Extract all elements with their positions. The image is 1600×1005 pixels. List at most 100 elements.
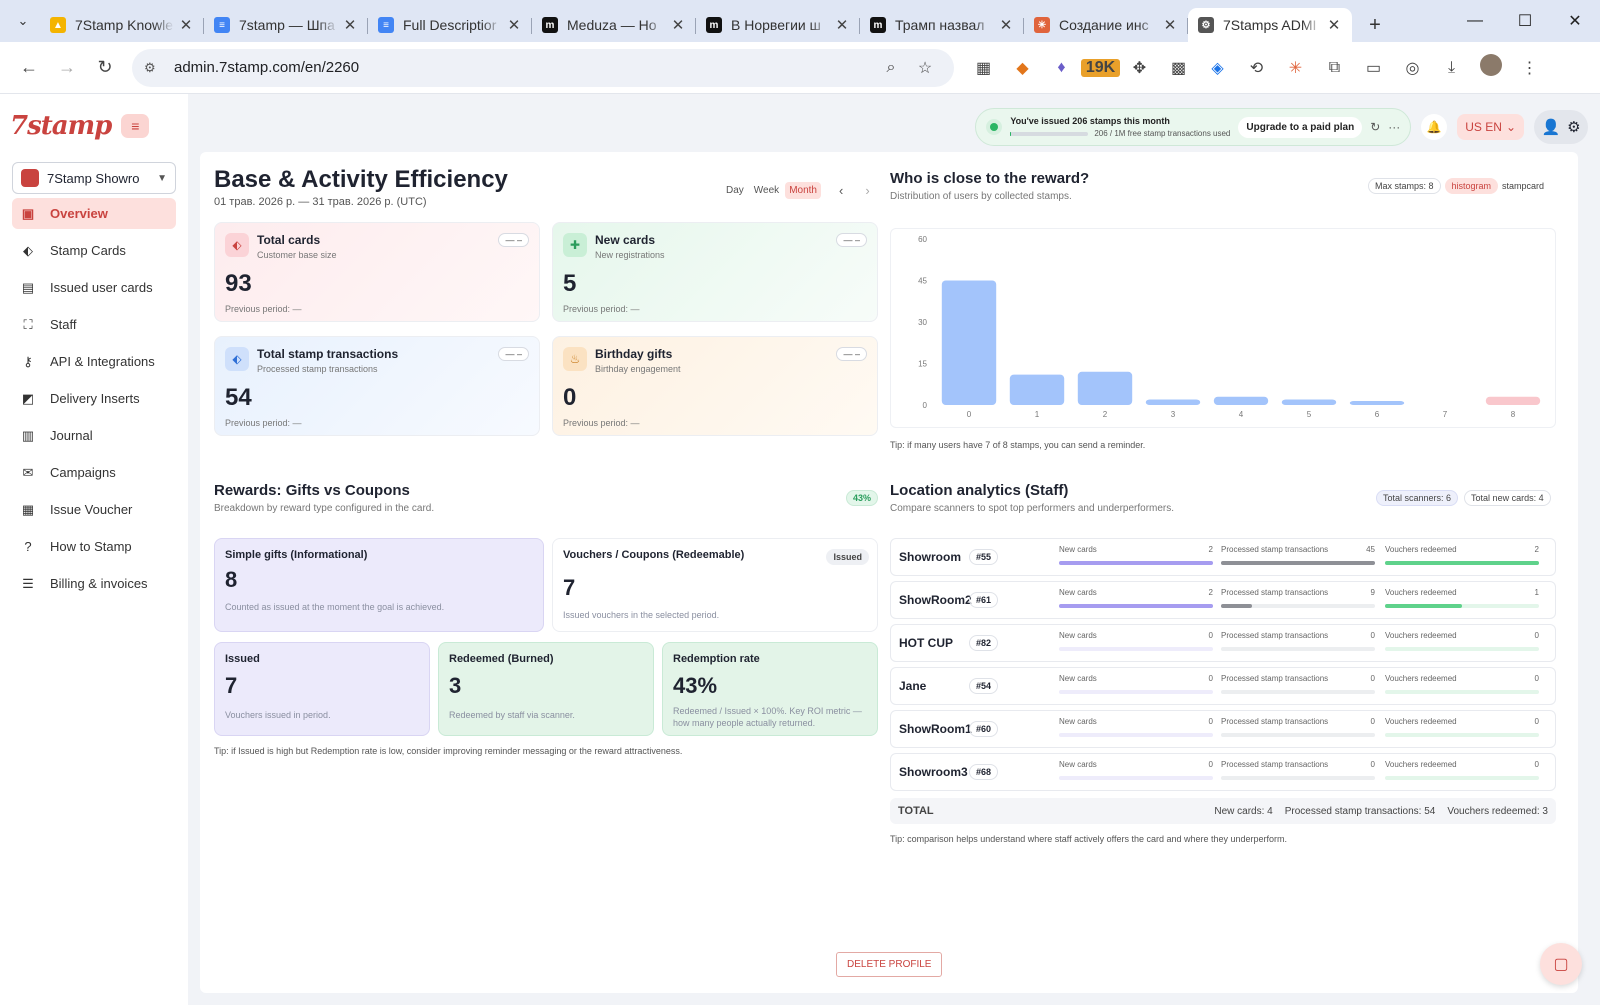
histogram-bar[interactable]: [1009, 374, 1065, 405]
tab-search-icon[interactable]: ⌄: [17, 13, 29, 28]
bookmark-star-icon[interactable]: ☆: [917, 59, 933, 77]
period-month[interactable]: Month: [785, 182, 821, 199]
location-row[interactable]: ShowRoom1 #60 New cards 0 Processed stamp tr…: [890, 710, 1556, 748]
location-row[interactable]: HOT CUP #82 New cards 0 Processed stamp tran…: [890, 624, 1556, 662]
location-row[interactable]: Showroom3 #68 New cards 0 Processed stamp tr…: [890, 753, 1556, 791]
metamask-icon[interactable]: ◆: [1016, 59, 1029, 77]
histogram-bar[interactable]: [1077, 371, 1133, 405]
histogram-bar[interactable]: [1485, 396, 1541, 405]
histogram-toggle[interactable]: histogram: [1444, 178, 1499, 194]
zoom-icon[interactable]: ⌕: [886, 58, 896, 76]
forward-icon[interactable]: →: [58, 57, 76, 77]
compare-toggle[interactable]: — –: [498, 233, 529, 247]
cast-icon[interactable]: ▭: [1365, 59, 1382, 77]
next-period-icon[interactable]: ›: [865, 183, 870, 198]
tab-close-icon[interactable]: ✕: [671, 17, 685, 34]
location-row[interactable]: Jane #54 New cards 0 Processed stamp transac…: [890, 667, 1556, 705]
browser-tab[interactable]: m Трамп назвал ✕: [860, 8, 1024, 42]
maximize-icon[interactable]: ☐: [1517, 13, 1533, 30]
sync-extension-icon[interactable]: ⟲: [1249, 59, 1264, 77]
close-window-icon[interactable]: ✕: [1568, 13, 1582, 30]
histogram-bar[interactable]: [1281, 399, 1337, 405]
browser-tab[interactable]: ≡ 7stamp — Шпа ✕: [204, 8, 368, 42]
qr-code-icon[interactable]: ▩: [1170, 59, 1187, 77]
sidebar-item-how-to-stamp[interactable]: ? How to Stamp: [12, 531, 176, 562]
sidebar-item-campaigns[interactable]: ✉ Campaigns: [12, 457, 176, 488]
new-tab-button[interactable]: +: [1369, 13, 1381, 36]
sidebar-item-delivery-inserts[interactable]: ◩ Delivery Inserts: [12, 383, 176, 414]
delete-profile-button[interactable]: DELETE PROFILE: [836, 952, 943, 977]
tab-close-icon[interactable]: ✕: [343, 17, 357, 34]
shop-select[interactable]: 7Stamp Showro ▼: [12, 162, 176, 194]
user-menu[interactable]: 👤 ⚙: [1534, 110, 1588, 144]
sidebar-item-overview[interactable]: ▣ Overview: [12, 198, 176, 229]
tab-close-icon[interactable]: ✕: [507, 17, 521, 34]
claude-extension-icon[interactable]: ✳: [1288, 59, 1303, 77]
site-info-icon[interactable]: ⚙: [144, 59, 156, 75]
location-row[interactable]: ShowRoom2 #61 New cards 2 Processed stamp tr…: [890, 581, 1556, 619]
total-scanners-pill: Total scanners: 6: [1376, 490, 1459, 506]
upgrade-button[interactable]: Upgrade to a paid plan: [1238, 116, 1363, 138]
metric-value: 2: [1534, 545, 1539, 554]
sidebar-item-journal[interactable]: ▥ Journal: [12, 420, 176, 451]
tab-close-icon[interactable]: ✕: [179, 17, 193, 34]
sidebar-item-issued-user-cards[interactable]: ▤ Issued user cards: [12, 272, 176, 303]
histogram-bar[interactable]: [1145, 399, 1201, 405]
histogram-bar[interactable]: [941, 280, 997, 406]
language-select[interactable]: US EN ⌄: [1457, 114, 1524, 140]
sidebar-item-staff[interactable]: ⛶ Staff: [12, 309, 176, 340]
qr-extension-icon[interactable]: ▦: [975, 59, 992, 77]
compare-toggle[interactable]: — –: [836, 347, 867, 361]
back-icon[interactable]: ←: [20, 57, 38, 77]
bell-icon[interactable]: 🔔: [1421, 114, 1448, 140]
compare-toggle[interactable]: — –: [836, 233, 867, 247]
settings-gear-icon[interactable]: ⚙: [1567, 119, 1581, 136]
sidebar-item-stamp-cards[interactable]: ⬖ Stamp Cards: [12, 235, 176, 266]
sidebar-item-billing-invoices[interactable]: ☰ Billing & invoices: [12, 568, 176, 599]
histogram-bar[interactable]: [1349, 401, 1405, 405]
url-text[interactable]: admin.7stamp.com/en/2260: [174, 59, 360, 76]
screenshot-icon[interactable]: ◎: [1405, 59, 1420, 77]
browser-tab[interactable]: ⚙ 7Stamps ADMI ✕: [1188, 8, 1352, 42]
metric-bar: [1059, 733, 1213, 737]
sidebar-item-api-integrations[interactable]: ⚷ API & Integrations: [12, 346, 176, 377]
eth-extension-icon[interactable]: ♦: [1057, 58, 1066, 76]
tab-close-icon[interactable]: ✕: [835, 17, 849, 34]
extension-badge-icon[interactable]: 19K: [1081, 58, 1120, 77]
location-row[interactable]: Showroom #55 New cards 2 Processed stamp tra…: [890, 538, 1556, 576]
tab-title: Трамп назвал: [895, 17, 985, 33]
tag-extension-icon[interactable]: ◈: [1211, 59, 1224, 77]
browser-tab[interactable]: m Meduza — Ho ✕: [532, 8, 696, 42]
puzzle-icon[interactable]: ⧉: [1328, 58, 1341, 76]
stampcard-toggle[interactable]: stampcard: [1502, 181, 1545, 191]
sidebar-item-issue-voucher[interactable]: ▦ Issue Voucher: [12, 494, 176, 525]
profile-avatar[interactable]: [1471, 54, 1510, 81]
prev-period-icon[interactable]: ‹: [838, 183, 844, 198]
logo[interactable]: 7stamp: [10, 111, 112, 141]
chat-icon[interactable]: ▢: [1540, 943, 1582, 985]
tab-close-icon[interactable]: ✕: [1163, 17, 1177, 34]
address-bar[interactable]: ⚙ admin.7stamp.com/en/2260 ⌕ ☆: [132, 48, 954, 87]
hamburger-icon[interactable]: ≡: [121, 114, 150, 138]
metric-bar: [1221, 776, 1375, 780]
minimize-icon[interactable]: —: [1467, 12, 1483, 29]
browser-tab[interactable]: ✳ Создание инс ✕: [1024, 8, 1188, 42]
top-bar: You've issued 206 stamps this month 206 …: [975, 108, 1588, 146]
download-icon[interactable]: ⤓: [1447, 58, 1456, 76]
period-week[interactable]: Week: [753, 185, 780, 196]
menu-dots-icon[interactable]: ⋮: [1521, 59, 1538, 77]
period-day[interactable]: Day: [726, 185, 744, 196]
browser-tab[interactable]: ▲ 7Stamp Knowle ✕: [40, 8, 204, 42]
browser-tab[interactable]: m В Норвегии ш ✕: [696, 8, 860, 42]
refresh-icon[interactable]: ↻: [1370, 120, 1381, 134]
tab-close-icon[interactable]: ✕: [1327, 17, 1341, 34]
crosshair-extension-icon[interactable]: ✥: [1132, 59, 1147, 77]
reload-icon[interactable]: ↻: [97, 57, 113, 77]
tab-close-icon[interactable]: ✕: [999, 17, 1013, 34]
histogram-bar[interactable]: [1213, 396, 1269, 405]
rewards-header: Rewards: Gifts vs Coupons Breakdown by r…: [214, 482, 434, 514]
compare-toggle[interactable]: — –: [498, 347, 529, 361]
more-icon[interactable]: ···: [1388, 120, 1401, 134]
y-tick-label: 0: [923, 401, 928, 410]
browser-tab[interactable]: ≡ Full Descriptior ✕: [368, 8, 532, 42]
